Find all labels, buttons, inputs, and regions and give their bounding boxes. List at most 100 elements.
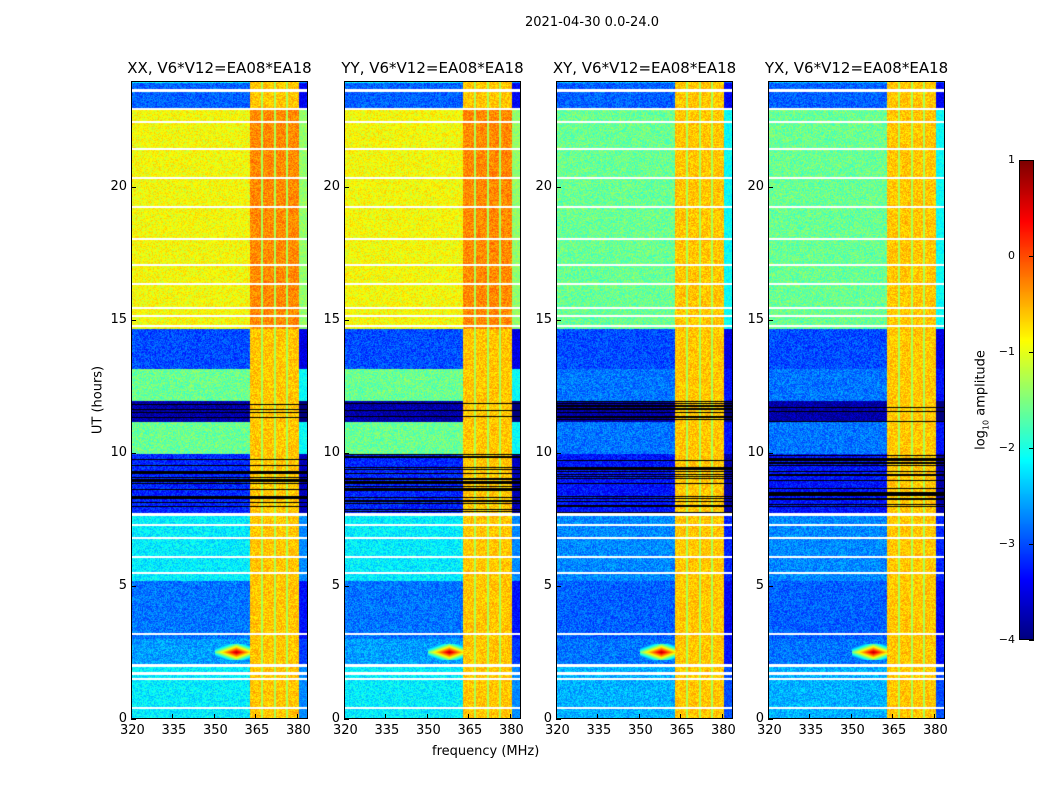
y-tick [131, 453, 136, 455]
x-tick-label: 320 [757, 723, 782, 738]
x-tick-label: 350 [839, 723, 865, 738]
x-tick-label: 365 [457, 723, 483, 738]
colorbar-tick [1029, 160, 1034, 161]
y-tick-label: 10 [110, 445, 127, 461]
heatmap-panel-2 [556, 81, 733, 719]
colorbar-tick [1029, 448, 1034, 449]
heatmap-image [769, 82, 944, 718]
x-tick [850, 714, 852, 719]
y-tick-label: 10 [535, 445, 552, 461]
x-tick [680, 714, 682, 719]
x-tick [213, 714, 215, 719]
heatmap-panel-3 [768, 81, 945, 719]
heatmap-image [557, 82, 732, 718]
y-tick [556, 453, 561, 455]
y-tick [556, 187, 561, 189]
y-tick-label: 5 [543, 578, 552, 594]
panel-title: YY, V6*V12=EA08*EA18 [341, 59, 524, 77]
x-tick-label: 320 [333, 723, 358, 738]
x-tick [344, 714, 345, 719]
x-tick [509, 714, 511, 719]
colorbar-tick-label: −2 [998, 441, 1015, 454]
colorbar-label: log10 amplitude [973, 350, 991, 450]
y-tick-label: 20 [535, 179, 552, 195]
y-tick [344, 453, 349, 455]
x-tick-label: 380 [710, 723, 736, 738]
y-tick-label: 10 [747, 445, 764, 461]
x-axis-label: frequency (MHz) [432, 744, 540, 759]
y-tick [768, 187, 773, 189]
y-tick-label: 0 [331, 711, 340, 726]
y-tick [768, 719, 773, 720]
y-tick-label: 20 [747, 179, 764, 195]
x-tick-label: 320 [120, 723, 145, 738]
y-tick-label: 0 [543, 711, 552, 726]
x-tick [638, 714, 640, 719]
y-tick-label: 15 [110, 312, 127, 328]
x-tick-label: 365 [669, 723, 695, 738]
y-tick [768, 320, 773, 322]
x-tick [131, 714, 132, 719]
x-tick [809, 714, 811, 719]
y-axis-label: UT (hours) [90, 365, 106, 435]
x-tick-label: 320 [545, 723, 570, 738]
heatmap-panel-0 [131, 81, 308, 719]
heatmap-image [132, 82, 307, 718]
y-tick-label: 15 [747, 312, 764, 328]
y-tick-label: 15 [535, 312, 552, 328]
colorbar-tick-label: 1 [1008, 153, 1015, 166]
colorbar-tick-label: −3 [998, 537, 1015, 550]
x-tick [721, 714, 723, 719]
x-tick-label: 380 [498, 723, 524, 738]
x-tick [468, 714, 470, 719]
colorbar-tick [1029, 352, 1034, 353]
y-tick-label: 0 [755, 711, 764, 726]
x-tick [892, 714, 894, 719]
y-tick-label: 20 [110, 179, 127, 195]
figure-suptitle: 2021-04-30 0.0-24.0 [525, 15, 659, 30]
y-tick [768, 453, 773, 455]
x-tick [255, 714, 257, 719]
x-tick [597, 714, 599, 719]
colorbar-tick [1029, 256, 1034, 257]
x-tick-label: 335 [798, 723, 824, 738]
x-tick-label: 380 [922, 723, 948, 738]
y-tick-label: 5 [755, 578, 764, 594]
y-tick-label: 10 [323, 445, 340, 461]
x-tick-label: 365 [244, 723, 270, 738]
x-tick-label: 350 [202, 723, 228, 738]
y-tick-label: 5 [118, 578, 127, 594]
x-tick [172, 714, 174, 719]
heatmap-panel-1 [344, 81, 521, 719]
y-tick-label: 0 [118, 711, 127, 726]
colorbar-tick [1029, 544, 1034, 545]
x-tick-label: 350 [627, 723, 653, 738]
y-tick-label: 15 [323, 312, 340, 328]
x-tick-label: 335 [374, 723, 400, 738]
panel-title: YX, V6*V12=EA08*EA18 [764, 59, 949, 77]
colorbar-tick-label: −1 [998, 345, 1015, 358]
x-tick-label: 335 [586, 723, 612, 738]
x-tick [768, 714, 769, 719]
y-tick [131, 586, 136, 588]
y-tick [131, 719, 136, 720]
y-tick [344, 187, 349, 189]
x-tick [556, 714, 557, 719]
colorbar [1019, 160, 1034, 640]
x-tick-label: 380 [285, 723, 311, 738]
x-tick-label: 335 [161, 723, 187, 738]
y-tick-label: 5 [331, 578, 340, 594]
colorbar-tick-label: 0 [1008, 249, 1015, 262]
y-tick [344, 586, 349, 588]
y-tick [131, 320, 136, 322]
x-tick [933, 714, 935, 719]
panel-title: XX, V6*V12=EA08*EA18 [127, 59, 312, 77]
y-tick [768, 586, 773, 588]
y-tick [556, 719, 561, 720]
y-tick [344, 320, 349, 322]
x-tick [385, 714, 387, 719]
colorbar-tick [1029, 640, 1034, 641]
y-tick [344, 719, 349, 720]
panel-title: XY, V6*V12=EA08*EA18 [552, 59, 737, 77]
